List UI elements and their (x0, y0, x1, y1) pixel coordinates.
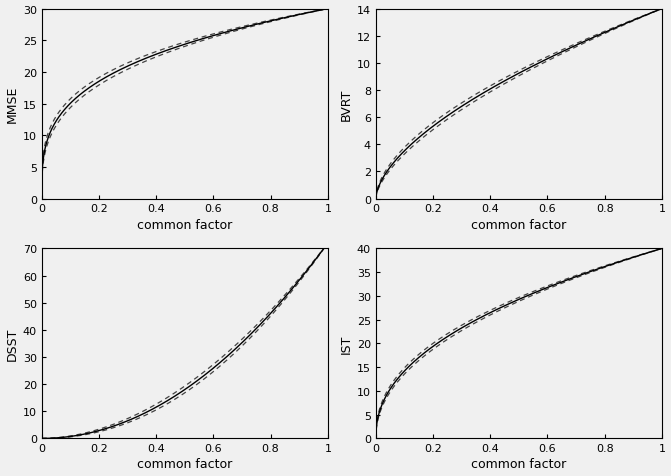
Y-axis label: DSST: DSST (5, 327, 19, 360)
Y-axis label: BVRT: BVRT (340, 88, 353, 120)
X-axis label: common factor: common factor (137, 457, 232, 470)
X-axis label: common factor: common factor (137, 218, 232, 231)
X-axis label: common factor: common factor (471, 457, 566, 470)
X-axis label: common factor: common factor (471, 218, 566, 231)
Y-axis label: MMSE: MMSE (5, 86, 19, 123)
Y-axis label: IST: IST (340, 334, 353, 353)
